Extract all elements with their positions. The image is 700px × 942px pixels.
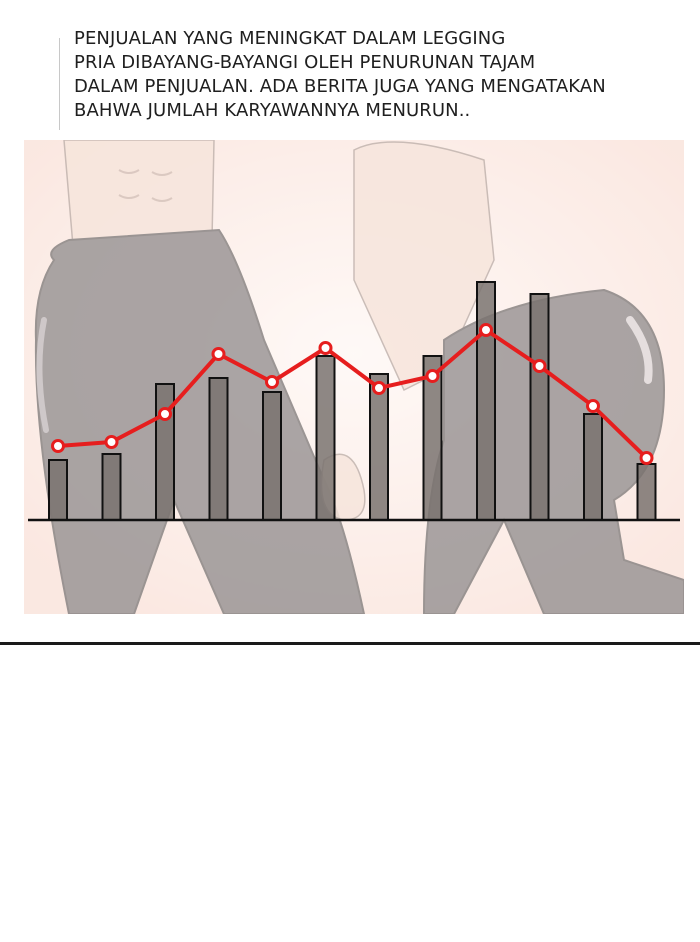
bar-11 [583, 413, 603, 521]
trend-point-7 [372, 381, 386, 395]
panel-wash [24, 140, 684, 614]
bar-12 [636, 463, 657, 521]
caption-line-2: PRIA DIBAYANG-BAYANGI OLEH PENURUNAN TAJ… [74, 52, 536, 73]
trend-point-5 [265, 375, 279, 389]
trend-point-6 [318, 341, 333, 355]
trend-point-12 [639, 451, 654, 465]
trend-line [57, 328, 648, 460]
trend-point-3 [158, 407, 172, 421]
bar-4 [208, 377, 229, 521]
bar-1 [48, 459, 68, 521]
trend-point-11 [586, 399, 600, 413]
trend-point-2 [104, 435, 119, 449]
left-figure-highlight [36, 317, 49, 433]
right-figure-highlight [626, 316, 653, 384]
bar-series [48, 281, 657, 521]
caption-box: PENJUALAN YANG MENINGKAT DALAM LEGGING P… [56, 28, 696, 130]
trend-point-9 [479, 323, 493, 337]
bar-9 [476, 281, 496, 521]
panel-divider [0, 642, 700, 645]
panel-illustration [24, 140, 684, 614]
bar-2 [101, 453, 122, 521]
trend-point-1 [51, 439, 65, 453]
bar-5 [262, 391, 282, 521]
trend-points [51, 323, 654, 465]
bar-6 [315, 355, 336, 521]
comic-panel [24, 140, 684, 614]
trend-point-4 [211, 347, 226, 361]
caption-rule [59, 38, 60, 130]
bar-10 [529, 293, 550, 521]
caption-line-4: BAHWA JUMLAH KARYAWANNYA MENURUN.. [74, 100, 471, 121]
trend-point-8 [425, 369, 440, 383]
left-figure-abs [118, 169, 173, 202]
caption-line-1: PENJUALAN YANG MENINGKAT DALAM LEGGING [74, 28, 506, 49]
bar-7 [369, 373, 389, 521]
trend-point-10 [532, 359, 547, 373]
caption-line-3: DALAM PENJUALAN. ADA BERITA JUGA YANG ME… [74, 76, 606, 97]
